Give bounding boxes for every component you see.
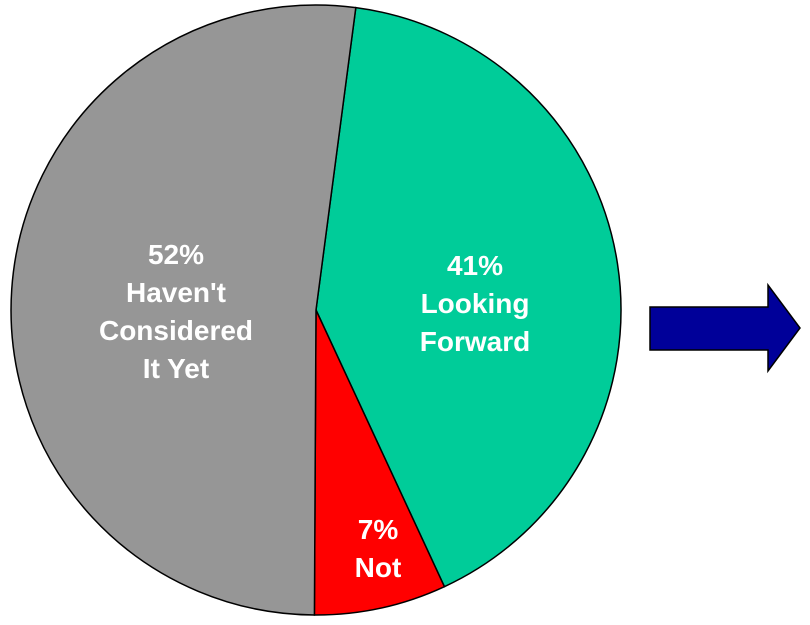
slice-label-havent-considered: 52% Haven't Considered It Yet [99,239,253,384]
pie-slices [10,4,622,616]
slice-label-line: Looking [421,288,530,319]
slice-percent: 7% [358,514,399,545]
slice-label-line: It Yet [143,353,209,384]
slice-percent: 52% [148,239,204,270]
slice-label-line: Haven't [126,277,226,308]
pie-slice-havent-considered [10,4,357,616]
pie-slice-not [313,309,446,616]
slice-label-line: Forward [420,326,530,357]
slice-label-not: 7% Not [355,514,402,583]
right-arrow-icon [649,282,801,374]
slice-label-looking-forward: 41% Looking Forward [420,250,530,357]
pie-slice-looking-forward [315,6,622,588]
slice-percent: 41% [447,250,503,281]
slice-label-line: Considered [99,315,253,346]
slice-labels: 41% Looking Forward 7% Not 52% Haven't Consider… [99,239,530,583]
slice-label-line: Not [355,552,402,583]
